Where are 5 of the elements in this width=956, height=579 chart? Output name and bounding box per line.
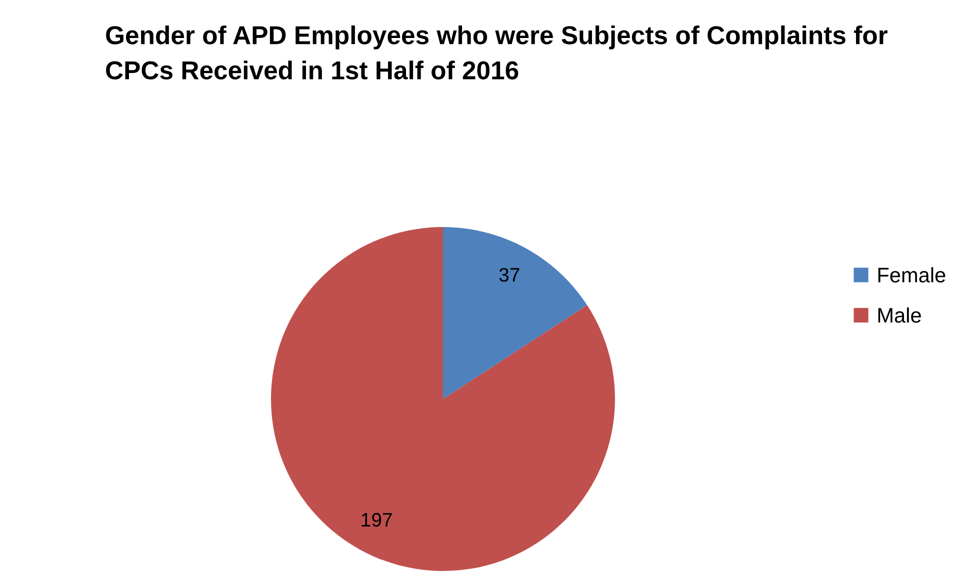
legend-label: Female	[878, 267, 946, 282]
data-label: 197	[362, 512, 392, 527]
chart-title: Gender of APD Employees who were Subjects of Complaints for CPCs Received in 1st Half of 2016	[106, 25, 888, 80]
data-label: 37	[499, 268, 520, 282]
legend-label: Male	[878, 307, 921, 323]
